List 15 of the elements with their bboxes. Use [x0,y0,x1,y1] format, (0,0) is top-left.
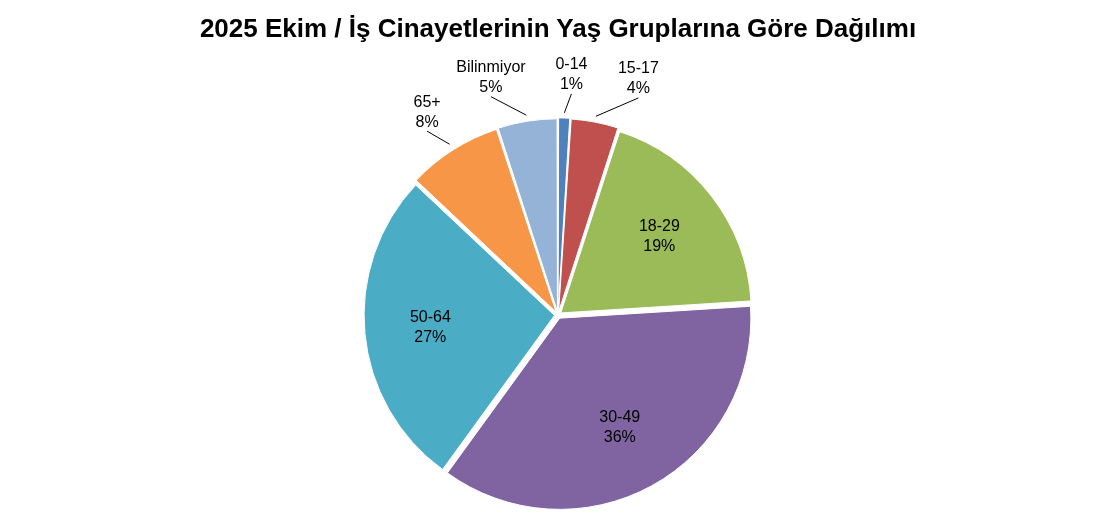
slice-label: 30-49 [599,407,641,425]
data-label: 5% [479,78,503,96]
slice-label: Bilinmiyor [456,58,527,76]
data-label: 1% [559,75,584,93]
data-label: 8% [415,112,439,130]
slice-label: 15-17 [617,59,659,77]
slice-label: 65+ [413,92,441,110]
data-label: 27% [414,327,447,345]
data-label: 4% [626,79,650,97]
chart-title: 2025 Ekim / İş Cinayetlerinin Yaş Gruplarına Göre Dağılımı [199,12,917,43]
slice-label: 50-64 [409,307,451,325]
slice-label: 18-29 [638,216,680,234]
slice-label: 0-14 [555,55,588,73]
data-label: 36% [603,427,636,445]
data-label: 19% [643,236,676,254]
